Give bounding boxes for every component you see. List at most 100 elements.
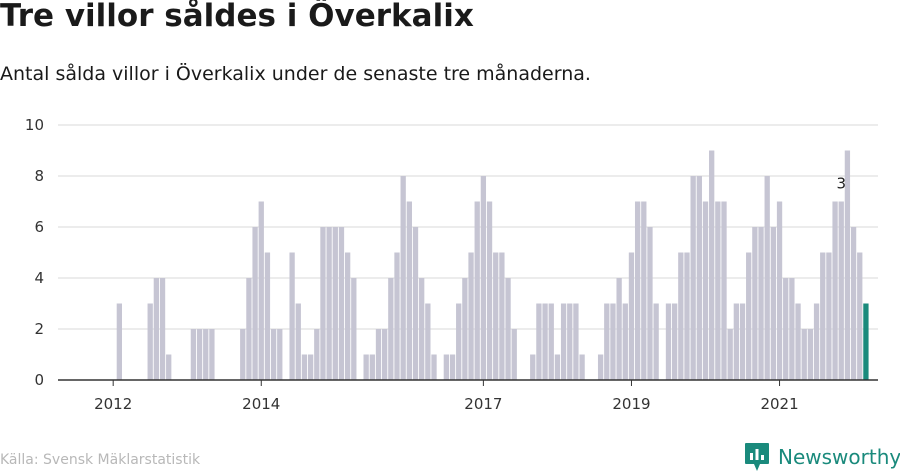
newsworthy-logo-icon <box>745 443 769 471</box>
bar <box>369 354 375 380</box>
bar <box>320 227 326 380</box>
bar <box>301 354 308 380</box>
bar <box>795 303 801 380</box>
bar <box>820 252 826 380</box>
bar <box>159 278 166 380</box>
bar <box>474 201 480 380</box>
bar <box>616 278 622 380</box>
bar <box>838 201 844 380</box>
bar <box>739 303 746 380</box>
bar <box>258 201 264 380</box>
bar <box>628 252 635 380</box>
bar <box>752 227 758 380</box>
x-tick-label: 2012 <box>94 395 132 413</box>
bar <box>647 227 653 380</box>
bar <box>252 227 258 380</box>
bar <box>826 252 832 380</box>
x-tick-label: 2019 <box>612 395 650 413</box>
bar <box>597 354 604 380</box>
bar <box>684 252 690 380</box>
bar <box>653 303 659 380</box>
bar <box>567 303 573 380</box>
bar <box>542 303 548 380</box>
bar <box>147 303 153 380</box>
bar <box>203 329 209 380</box>
bar <box>554 354 561 380</box>
y-tick-label: 6 <box>34 218 44 236</box>
bar <box>332 227 338 380</box>
bar <box>672 303 678 380</box>
bar <box>277 329 283 380</box>
brand-logo[interactable]: Newsworthy <box>744 441 900 473</box>
bar <box>116 303 122 380</box>
bar <box>857 252 863 380</box>
bar <box>449 354 456 380</box>
x-tick-label: 2021 <box>760 395 798 413</box>
bar <box>240 329 246 380</box>
y-tick-label: 2 <box>34 320 44 338</box>
bar <box>634 201 641 380</box>
bar <box>715 201 721 380</box>
bar <box>462 278 468 380</box>
bar <box>456 303 462 380</box>
bar <box>289 252 295 380</box>
bar <box>406 201 412 380</box>
bar <box>721 201 727 380</box>
bar <box>758 227 764 380</box>
bar-highlight <box>863 303 869 380</box>
bar <box>665 303 672 380</box>
bar <box>789 278 795 380</box>
bar <box>560 303 567 380</box>
bar <box>807 329 814 380</box>
bar <box>548 303 554 380</box>
bar <box>486 201 493 380</box>
bar <box>499 252 505 380</box>
bar <box>505 278 511 380</box>
x-tick-label: 2014 <box>242 395 280 413</box>
bar <box>307 354 314 380</box>
bar <box>783 278 789 380</box>
bar <box>246 278 252 380</box>
bar <box>850 227 857 380</box>
brand-name: Newsworthy <box>778 445 900 469</box>
bar <box>351 278 357 380</box>
bar <box>776 201 783 380</box>
bar <box>153 278 160 380</box>
bar <box>400 176 406 380</box>
bar <box>702 201 709 380</box>
y-tick-label: 8 <box>34 167 44 185</box>
bar <box>295 303 301 380</box>
data-label: 3 <box>836 175 846 193</box>
bar <box>394 252 400 380</box>
bar <box>832 201 838 380</box>
bar <box>764 176 770 380</box>
y-tick-label: 0 <box>34 371 44 389</box>
bar <box>690 176 696 380</box>
x-tick-label: 2017 <box>464 395 502 413</box>
bar <box>480 176 487 380</box>
bar <box>443 354 450 380</box>
bar <box>727 329 733 380</box>
bar <box>264 252 271 380</box>
bar <box>610 303 616 380</box>
bar <box>813 303 820 380</box>
bar <box>641 201 647 380</box>
y-tick-label: 10 <box>25 116 44 134</box>
y-tick-label: 4 <box>34 269 44 287</box>
bar <box>468 252 474 380</box>
bar <box>622 303 628 380</box>
bar <box>431 354 437 380</box>
bar <box>573 303 579 380</box>
bar <box>190 329 197 380</box>
bar <box>338 227 345 380</box>
bar <box>696 176 702 380</box>
bar <box>314 329 320 380</box>
bar <box>196 329 203 380</box>
bar <box>363 354 369 380</box>
bar <box>579 354 585 380</box>
bar <box>511 329 517 380</box>
source-note: Källa: Svensk Mäklarstatistik <box>0 452 201 468</box>
bar <box>419 278 425 380</box>
bar <box>270 329 277 380</box>
bar <box>375 329 382 380</box>
